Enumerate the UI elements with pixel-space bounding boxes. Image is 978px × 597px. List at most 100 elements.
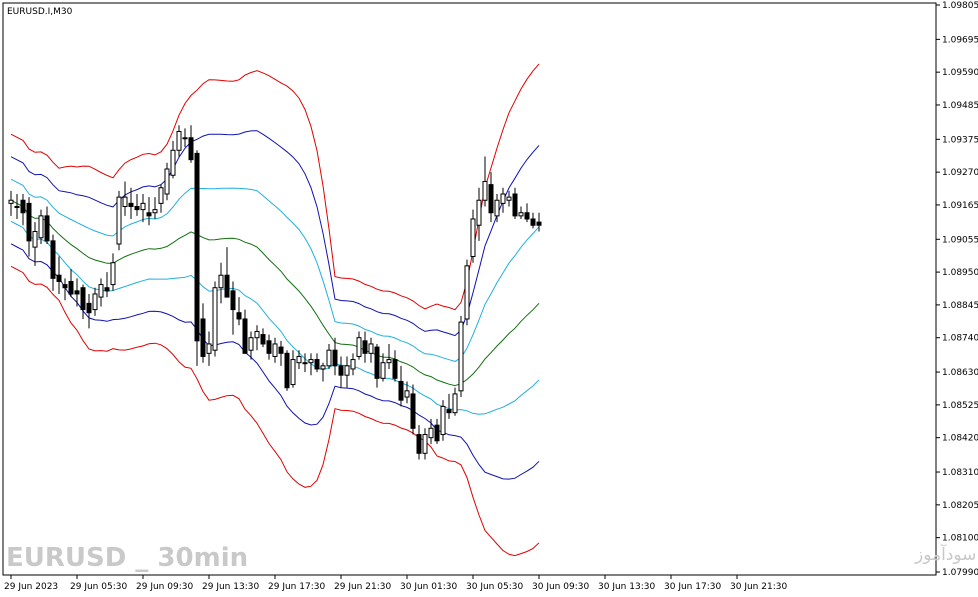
candle-body xyxy=(464,265,470,320)
candle xyxy=(464,259,470,326)
candle xyxy=(350,353,356,376)
candle-body xyxy=(458,321,464,392)
candle-body xyxy=(284,352,290,389)
x-tick-label: 30 Jun 09:30 xyxy=(532,582,589,592)
candle xyxy=(302,353,308,373)
candle xyxy=(500,187,506,213)
candle-body xyxy=(380,362,386,379)
candle-body xyxy=(44,215,50,242)
candle-body xyxy=(488,184,494,214)
candle-body xyxy=(524,212,530,220)
candle-body xyxy=(398,380,404,401)
candle xyxy=(122,181,128,216)
candle xyxy=(194,150,200,366)
x-tick-label: 30 Jun 05:30 xyxy=(466,582,523,592)
candle-body xyxy=(212,287,218,351)
candle-body xyxy=(140,202,146,211)
candle-body xyxy=(56,274,62,282)
candle xyxy=(8,190,14,216)
candle xyxy=(506,190,512,207)
candle xyxy=(182,128,188,148)
watermark-left: EURUSD _ 30min xyxy=(6,543,248,573)
candle-body xyxy=(272,343,278,357)
candle xyxy=(98,278,104,307)
y-tick-label: 1.09590 xyxy=(942,68,978,78)
candle-body xyxy=(20,199,26,214)
candle xyxy=(116,190,122,251)
candle xyxy=(482,156,488,207)
y-tick-label: 1.08100 xyxy=(942,534,978,544)
candle-body xyxy=(368,343,374,354)
watermark-right: انتشار در سایت سودآموز xyxy=(914,543,978,565)
lower-second-band xyxy=(10,243,540,480)
candle-body xyxy=(308,359,314,364)
candle-body xyxy=(476,199,482,226)
candle xyxy=(212,281,218,357)
candle xyxy=(296,350,302,369)
candle xyxy=(452,387,458,416)
upper-second-band xyxy=(10,130,540,337)
candle xyxy=(80,284,86,319)
candle xyxy=(338,356,344,388)
x-tick-label: 29 Jun 21:30 xyxy=(334,582,391,592)
x-tick-label: 30 Jun 21:30 xyxy=(730,582,787,592)
candle-body xyxy=(440,405,446,436)
y-tick-label: 1.09270 xyxy=(942,168,978,178)
time-axis[interactable]: 29 Jun 2023 29 Jun 05:30 29 Jun 09:30 29 Ju… xyxy=(4,575,787,592)
candle-body xyxy=(146,212,152,217)
y-tick-label: 1.08420 xyxy=(942,434,978,444)
candle-body xyxy=(86,302,92,314)
candle xyxy=(44,206,50,244)
y-tick-label: 1.08205 xyxy=(942,501,978,511)
candle xyxy=(290,350,296,388)
candle xyxy=(74,278,80,307)
y-tick-label: 1.08950 xyxy=(942,268,978,278)
candle xyxy=(362,331,368,363)
candle xyxy=(104,272,110,298)
middle-line xyxy=(10,199,540,387)
candle-body xyxy=(170,149,176,176)
candle xyxy=(272,337,278,363)
candle-body xyxy=(236,312,242,320)
candle xyxy=(146,197,152,226)
lower-outer-band xyxy=(10,265,540,557)
candle xyxy=(398,365,404,407)
candle xyxy=(404,381,410,404)
candle xyxy=(242,309,248,354)
y-tick-label: 1.09375 xyxy=(942,135,978,145)
candle-body xyxy=(362,340,368,354)
candle-body xyxy=(350,359,356,370)
candle-body xyxy=(356,337,362,357)
candle-body xyxy=(176,131,182,151)
candle xyxy=(422,428,428,460)
candle-body xyxy=(14,205,20,208)
x-tick-label: 30 Jun 01:30 xyxy=(400,582,457,592)
upper-inner-band xyxy=(10,178,540,362)
candle-body xyxy=(428,427,434,439)
candle xyxy=(56,256,62,294)
candle xyxy=(230,281,236,335)
x-tick-label: 30 Jun 17:30 xyxy=(664,582,721,592)
candle-body xyxy=(26,202,32,242)
candle-body xyxy=(314,359,320,370)
y-tick-label: 1.08630 xyxy=(942,368,978,378)
candle xyxy=(446,393,452,419)
candle xyxy=(176,125,182,157)
candle xyxy=(314,353,320,373)
candle-body xyxy=(248,337,254,351)
candle-body xyxy=(50,240,56,279)
price-axis[interactable]: 1.09805 1.09695 1.09590 1.09485 1.09375 1.092… xyxy=(936,1,978,578)
candle-body xyxy=(104,287,110,292)
candle-body xyxy=(290,359,296,386)
candle-body xyxy=(92,293,98,311)
candle xyxy=(494,194,500,223)
candle-body xyxy=(530,218,536,226)
candle xyxy=(308,353,314,376)
candle-body xyxy=(98,284,104,298)
candle xyxy=(248,331,254,360)
candle-body xyxy=(122,196,128,207)
candle-body xyxy=(500,193,506,204)
candle-body xyxy=(152,209,158,214)
candle-body xyxy=(416,434,422,454)
